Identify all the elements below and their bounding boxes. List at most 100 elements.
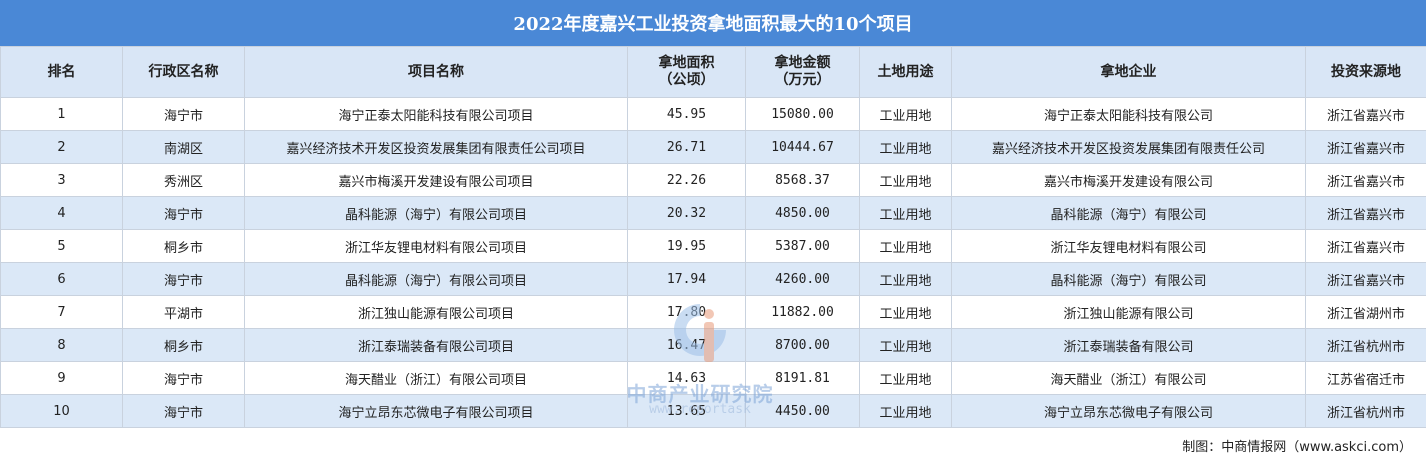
cell-amount: 10444.67 [745, 130, 860, 164]
cell-origin: 浙江省湖州市 [1305, 295, 1426, 329]
cell-origin: 浙江省嘉兴市 [1305, 229, 1426, 263]
table-row: 5 桐乡市 浙江华友锂电材料有限公司项目 19.95 5387.00 工业用地 浙江华友锂电… [0, 229, 1426, 263]
cell-amount: 4450.00 [745, 394, 860, 428]
table-row: 10 海宁市 海宁立昂东芯微电子有限公司项目 13.65 4450.00 工业用地 海宁立昂… [0, 394, 1426, 428]
cell-rank: 1 [0, 97, 123, 131]
cell-company: 嘉兴经济技术开发区投资发展集团有限责任公司 [951, 130, 1306, 164]
source-note: 制图：中商情报网（www.askci.com） [1182, 440, 1412, 455]
data-table: 排名 行政区名称 项目名称 拿地面积 （公顷） 拿地金额 （万元） 土地用途 拿地企… [0, 46, 1426, 428]
cell-project: 海天醋业（浙江）有限公司项目 [244, 361, 628, 395]
header-area-line2: （公顷） [658, 72, 715, 88]
cell-rank: 4 [0, 196, 123, 230]
cell-origin: 浙江省嘉兴市 [1305, 163, 1426, 197]
cell-amount: 8191.81 [745, 361, 860, 395]
cell-district: 海宁市 [122, 196, 245, 230]
cell-area: 17.80 [627, 295, 746, 329]
cell-project: 晶科能源（海宁）有限公司项目 [244, 262, 628, 296]
table-row: 4 海宁市 晶科能源（海宁）有限公司项目 20.32 4850.00 工业用地 晶科能源（海… [0, 196, 1426, 230]
cell-use: 工业用地 [859, 361, 952, 395]
header-amount-line2: （万元） [774, 72, 831, 88]
table-row: 2 南湖区 嘉兴经济技术开发区投资发展集团有限责任公司项目 26.71 10444.67… [0, 130, 1426, 164]
cell-use: 工业用地 [859, 328, 952, 362]
header-origin: 投资来源地 [1305, 46, 1426, 98]
cell-rank: 7 [0, 295, 123, 329]
cell-use: 工业用地 [859, 196, 952, 230]
cell-area: 14.63 [627, 361, 746, 395]
header-amount: 拿地金额 （万元） [745, 46, 860, 98]
cell-area: 19.95 [627, 229, 746, 263]
cell-district: 海宁市 [122, 394, 245, 428]
table-body: 1 海宁市 海宁正泰太阳能科技有限公司项目 45.95 15080.00 工业用地 海宁正泰… [0, 97, 1426, 428]
table-row: 9 海宁市 海天醋业（浙江）有限公司项目 14.63 8191.81 工业用地 海天醋业（浙… [0, 361, 1426, 395]
cell-company: 晶科能源（海宁）有限公司 [951, 196, 1306, 230]
cell-origin: 浙江省杭州市 [1305, 394, 1426, 428]
cell-district: 桐乡市 [122, 229, 245, 263]
cell-rank: 8 [0, 328, 123, 362]
cell-project: 嘉兴经济技术开发区投资发展集团有限责任公司项目 [244, 130, 628, 164]
cell-project: 浙江华友锂电材料有限公司项目 [244, 229, 628, 263]
header-area: 拿地面积 （公顷） [627, 46, 746, 98]
cell-company: 海宁立昂东芯微电子有限公司 [951, 394, 1306, 428]
cell-amount: 4260.00 [745, 262, 860, 296]
cell-area: 13.65 [627, 394, 746, 428]
cell-area: 26.71 [627, 130, 746, 164]
cell-project: 嘉兴市梅溪开发建设有限公司项目 [244, 163, 628, 197]
cell-area: 17.94 [627, 262, 746, 296]
cell-district: 平湖市 [122, 295, 245, 329]
cell-district: 海宁市 [122, 262, 245, 296]
table-row: 6 海宁市 晶科能源（海宁）有限公司项目 17.94 4260.00 工业用地 晶科能源（海… [0, 262, 1426, 296]
cell-rank: 9 [0, 361, 123, 395]
cell-district: 秀洲区 [122, 163, 245, 197]
cell-use: 工业用地 [859, 130, 952, 164]
table-row: 1 海宁市 海宁正泰太阳能科技有限公司项目 45.95 15080.00 工业用地 海宁正泰… [0, 97, 1426, 131]
cell-amount: 8700.00 [745, 328, 860, 362]
cell-project: 浙江泰瑞装备有限公司项目 [244, 328, 628, 362]
cell-company: 嘉兴市梅溪开发建设有限公司 [951, 163, 1306, 197]
cell-origin: 浙江省杭州市 [1305, 328, 1426, 362]
cell-use: 工业用地 [859, 163, 952, 197]
cell-use: 工业用地 [859, 262, 952, 296]
cell-use: 工业用地 [859, 97, 952, 131]
table-header-row: 排名 行政区名称 项目名称 拿地面积 （公顷） 拿地金额 （万元） 土地用途 拿地企… [0, 46, 1426, 98]
page-title: 2022年度嘉兴工业投资拿地面积最大的10个项目 [0, 0, 1426, 46]
header-district: 行政区名称 [122, 46, 245, 98]
cell-project: 浙江独山能源有限公司项目 [244, 295, 628, 329]
table-row: 7 平湖市 浙江独山能源有限公司项目 17.80 11882.00 工业用地 浙江独山能源有… [0, 295, 1426, 329]
header-project: 项目名称 [244, 46, 628, 98]
cell-district: 南湖区 [122, 130, 245, 164]
cell-area: 22.26 [627, 163, 746, 197]
cell-district: 海宁市 [122, 361, 245, 395]
cell-amount: 5387.00 [745, 229, 860, 263]
cell-origin: 浙江省嘉兴市 [1305, 130, 1426, 164]
cell-use: 工业用地 [859, 394, 952, 428]
table-row: 8 桐乡市 浙江泰瑞装备有限公司项目 16.47 8700.00 工业用地 浙江泰瑞装备有限… [0, 328, 1426, 362]
cell-rank: 10 [0, 394, 123, 428]
header-company: 拿地企业 [951, 46, 1306, 98]
cell-company: 浙江独山能源有限公司 [951, 295, 1306, 329]
cell-area: 20.32 [627, 196, 746, 230]
cell-district: 桐乡市 [122, 328, 245, 362]
cell-amount: 4850.00 [745, 196, 860, 230]
cell-company: 浙江泰瑞装备有限公司 [951, 328, 1306, 362]
header-use: 土地用途 [859, 46, 952, 98]
cell-origin: 江苏省宿迁市 [1305, 361, 1426, 395]
cell-project: 海宁立昂东芯微电子有限公司项目 [244, 394, 628, 428]
cell-company: 晶科能源（海宁）有限公司 [951, 262, 1306, 296]
cell-origin: 浙江省嘉兴市 [1305, 196, 1426, 230]
cell-amount: 8568.37 [745, 163, 860, 197]
cell-rank: 3 [0, 163, 123, 197]
cell-company: 海宁正泰太阳能科技有限公司 [951, 97, 1306, 131]
cell-project: 海宁正泰太阳能科技有限公司项目 [244, 97, 628, 131]
header-area-line1: 拿地面积 [658, 55, 715, 71]
header-rank: 排名 [0, 46, 123, 98]
table-row: 3 秀洲区 嘉兴市梅溪开发建设有限公司项目 22.26 8568.37 工业用地 嘉兴市梅溪… [0, 163, 1426, 197]
cell-company: 浙江华友锂电材料有限公司 [951, 229, 1306, 263]
cell-project: 晶科能源（海宁）有限公司项目 [244, 196, 628, 230]
cell-district: 海宁市 [122, 97, 245, 131]
cell-company: 海天醋业（浙江）有限公司 [951, 361, 1306, 395]
cell-area: 45.95 [627, 97, 746, 131]
header-amount-line1: 拿地金额 [774, 55, 831, 71]
cell-use: 工业用地 [859, 229, 952, 263]
cell-amount: 11882.00 [745, 295, 860, 329]
cell-rank: 2 [0, 130, 123, 164]
